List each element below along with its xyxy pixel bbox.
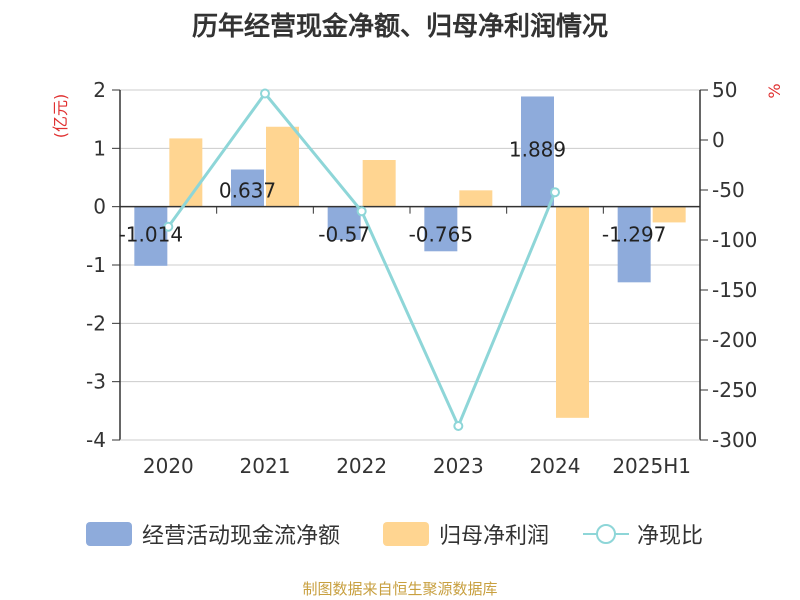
- legend: 经营活动现金流净额 归母净利润 净现比: [0, 516, 800, 556]
- bar-net-profit-2020: [169, 138, 203, 207]
- y-left-tick-label: -2: [86, 311, 106, 335]
- data-label-cash-flow-2022: -0.57: [318, 223, 370, 247]
- bar-cash-flow-2023: [424, 206, 458, 252]
- legend-item-ratio[interactable]: 净现比: [583, 516, 703, 552]
- legend-item-cash-flow[interactable]: 经营活动现金流净额: [86, 516, 340, 552]
- legend-label-net-profit: 归母净利润: [439, 524, 550, 549]
- y-right-tick-label: -150: [712, 278, 757, 302]
- x-tick-label-2021: 2021: [240, 454, 291, 478]
- y-left-tick-label: -4: [86, 428, 106, 452]
- bar-net-profit-2025H1: [652, 206, 686, 223]
- y-left-axis-label: (亿元): [51, 94, 70, 139]
- chart-area: -4 -3 -2 -1 0 1 2 -300 -250 -200 -150 -100 -50 0 50 (亿元…: [51, 78, 784, 478]
- legend-label-ratio: 净现比: [637, 524, 704, 549]
- bar-net-profit-2024: [556, 206, 589, 418]
- bar-cash-flow-2021: [231, 169, 264, 207]
- bar-cash-flow-2020: [134, 206, 168, 266]
- y-right-tick-label: -200: [712, 328, 757, 352]
- x-tick-label-2020: 2020: [143, 454, 194, 478]
- legend-label-cash-flow: 经营活动现金流净额: [142, 524, 341, 549]
- y-right-tick-label: -100: [712, 228, 757, 252]
- bar-cash-flow-2025H1: [617, 206, 651, 283]
- y-left-tick-label: -3: [86, 370, 106, 394]
- bar-cash-flow-2024: [521, 96, 554, 207]
- data-label-cash-flow-2025H1: -1.297: [602, 223, 666, 247]
- bar-net-profit-2021: [266, 126, 299, 207]
- y-right-tick-label: 0: [712, 128, 725, 152]
- x-tick-label-2024: 2024: [530, 454, 581, 478]
- x-tick-label-2025H1: 2025H1: [612, 454, 691, 478]
- data-label-cash-flow-2024: 1.889: [509, 137, 566, 161]
- bar-net-profit-2023: [459, 190, 493, 207]
- y-right-axis-label: %: [765, 83, 784, 98]
- legend-swatch-cash-flow: [86, 522, 132, 546]
- y-right-tick-label: -50: [712, 178, 745, 202]
- data-label-cash-flow-2023: -0.765: [409, 223, 473, 247]
- point-ratio-0: [163, 221, 174, 232]
- x-tick-label-2023: 2023: [433, 454, 484, 478]
- bar-net-profit-2022: [362, 160, 396, 207]
- legend-swatch-ratio: [583, 522, 629, 546]
- data-label-cash-flow-2020: -1.014: [119, 223, 183, 247]
- point-ratio-1: [260, 88, 270, 99]
- y-left-tick-label: -1: [86, 253, 106, 277]
- data-source-note: 制图数据来自恒生聚源数据库: [302, 580, 498, 598]
- data-label-cash-flow-2021: 0.637: [219, 179, 276, 203]
- y-right-tick-label: 50: [712, 78, 737, 102]
- legend-item-net-profit[interactable]: 归母净利润: [383, 516, 549, 552]
- chart-title: 历年经营现金净额、归母净利润情况: [191, 12, 608, 42]
- bar-cash-flow-2022: [327, 206, 361, 240]
- legend-swatch-net-profit: [383, 522, 429, 546]
- y-left-tick-label: 0: [93, 195, 106, 219]
- y-right-tick-label: -250: [712, 378, 757, 402]
- y-right-tick-label: -300: [712, 428, 757, 452]
- line-ratio: [167, 91, 557, 430]
- point-ratio-4: [550, 187, 560, 198]
- point-ratio-3: [453, 421, 464, 431]
- x-tick-label-2022: 2022: [336, 454, 387, 478]
- point-ratio-2: [356, 206, 367, 217]
- y-left-tick-label: 1: [93, 136, 106, 160]
- y-left-tick-label: 2: [93, 78, 106, 102]
